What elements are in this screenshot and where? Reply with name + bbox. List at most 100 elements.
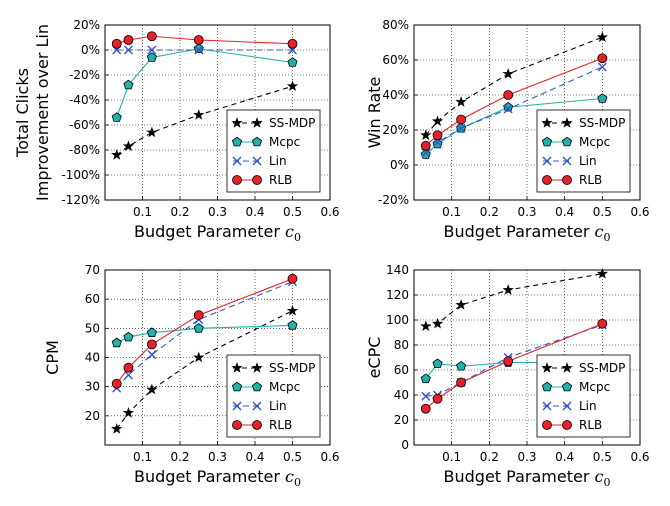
chart-4-xtick-label: 0.1 xyxy=(442,450,461,464)
chart-2-rlb-point xyxy=(503,90,514,100)
chart-1-legend-marker-lin-stroke-b xyxy=(252,156,262,166)
chart-1-series-rlb xyxy=(111,31,298,49)
chart-2-legend-label-ss-mdp: SS-MDP xyxy=(579,116,625,130)
chart-4-legend-label-mcpc: Mcpc xyxy=(579,380,610,394)
chart-1-legend-label-lin: Lin xyxy=(269,154,287,168)
chart-1-legend-label-mcpc: Mcpc xyxy=(269,135,300,149)
chart-1-y-axis-label: Improvement over Lin xyxy=(33,24,52,201)
chart-1-xtick-label: 0.6 xyxy=(320,205,339,219)
chart-1-rlb-point xyxy=(146,31,157,42)
chart-4-lin-line xyxy=(425,324,603,397)
chart-2-xtick-label: 0.5 xyxy=(593,205,612,219)
chart-1-lin-point-stroke-b xyxy=(194,45,204,55)
chart-3-legend-label-lin: Lin xyxy=(269,399,287,413)
chart-3-xtick-label: 0.3 xyxy=(208,450,227,464)
chart-2-series-lin xyxy=(421,62,607,158)
chart-2-legend-marker-rlb xyxy=(542,175,552,185)
chart-1-legend-marker-lin xyxy=(252,156,262,166)
chart-3-ss-mdp-line xyxy=(116,310,293,430)
chart-4-ytick-label: 60 xyxy=(394,363,409,377)
chart-1-series-lin xyxy=(112,45,297,55)
chart-2-ytick-label: 80% xyxy=(382,18,409,32)
chart-1-y-axis-label: Total Clicks xyxy=(13,68,32,158)
chart-4-legend-marker-lin-stroke-b xyxy=(542,401,552,411)
chart-1-legend-box xyxy=(226,109,321,193)
chart-2-legend-label-lin: Lin xyxy=(579,154,597,168)
chart-1-legend-marker-rlb xyxy=(232,175,242,185)
chart-4-ytick-label: 120 xyxy=(386,288,409,302)
chart-2-lin-point-stroke-b xyxy=(597,62,607,72)
chart-2-legend-marker-mcpc xyxy=(561,136,573,147)
chart-3-xtick-label: 0.4 xyxy=(245,450,264,464)
chart-4-ss-mdp-point xyxy=(431,317,444,329)
chart-4-ytick-label: 20 xyxy=(394,413,409,427)
chart-1-legend-label-rlb: RLB xyxy=(269,173,292,187)
chart-3-legend-label-rlb: RLB xyxy=(269,418,292,432)
chart-2-ss-mdp-point xyxy=(455,96,467,107)
chart-2-legend-marker-lin xyxy=(542,156,552,166)
chart-4-rlb-point xyxy=(503,356,514,367)
chart-1-ytick-label: -20% xyxy=(69,68,100,82)
chart-4-lin-point-stroke-b xyxy=(421,391,431,401)
chart-1-ss-mdp-point xyxy=(286,80,299,92)
chart-4-lin-point xyxy=(421,391,431,401)
chart-2-legend-marker-lin-stroke-b xyxy=(542,156,552,166)
chart-2-lin-point-stroke-b xyxy=(503,104,513,114)
chart-3-ss-mdp-point xyxy=(193,351,205,363)
chart-1-xtick-label: 0.2 xyxy=(170,205,189,219)
chart-1-ss-mdp-point xyxy=(122,140,135,152)
chart-4-series-rlb xyxy=(420,318,608,414)
chart-3-lin-line xyxy=(116,281,293,389)
chart-4-legend: SS-MDP Mcpc Lin RLB xyxy=(536,354,631,438)
chart-3-series-ss-mdp xyxy=(111,304,299,434)
chart-4-legend-label-lin: Lin xyxy=(579,399,597,413)
chart-3-frame xyxy=(104,269,331,446)
chart-4-legend-marker-rlb xyxy=(562,420,572,430)
chart-1-ytick-label: 20% xyxy=(73,18,100,32)
chart-3-series-rlb xyxy=(111,273,298,389)
chart-4-series-ss-mdp xyxy=(420,267,608,332)
chart-3-legend-marker-rlb xyxy=(252,420,262,430)
chart-4-mcpc-point xyxy=(432,358,443,369)
chart-3-xtick-label: 0.1 xyxy=(133,450,152,464)
chart-2: 0.1 0.2 0.3 0.4 0.5 0.6 -20% 0% 20% 40% 60% 80% Budg… xyxy=(365,18,650,244)
chart-2-legend-label-mcpc: Mcpc xyxy=(579,135,610,149)
chart-4-xtick-label: 0.3 xyxy=(517,450,536,464)
chart-4-ytick-label: 140 xyxy=(386,263,409,277)
chart-3-x-axis-label-main: Budget Parameter xyxy=(134,467,285,486)
chart-2-rlb-point xyxy=(456,114,466,125)
chart-2-lin-point xyxy=(421,148,431,158)
chart-3-series-mcpc xyxy=(111,320,298,348)
chart-1-mcpc-point xyxy=(111,112,122,122)
chart-1-series-ss-mdp xyxy=(111,80,299,160)
chart-4-xtick-label: 0.2 xyxy=(480,450,499,464)
chart-1-x-axis-label: Budget Parameter c0 xyxy=(134,222,301,244)
chart-1-legend: SS-MDP Mcpc Lin RLB xyxy=(226,109,321,193)
chart-1-frame xyxy=(104,24,331,201)
chart-2-series-rlb xyxy=(420,53,608,151)
chart-1-lin-point-stroke-b xyxy=(123,45,133,55)
chart-2-lin-point-stroke-b xyxy=(433,137,443,147)
chart-1-lin-point-stroke-b xyxy=(147,45,157,55)
chart-4-legend-marker-lin-stroke-b xyxy=(562,401,572,411)
chart-3-y-axis-label: CPM xyxy=(43,340,62,375)
chart-3-mcpc-line xyxy=(116,324,293,344)
chart-1-legend-marker-ss-mdp xyxy=(231,117,243,128)
chart-4-rlb-point xyxy=(420,403,431,414)
chart-3-xtick-label: 0.5 xyxy=(283,450,302,464)
chart-2-ytick-label: 60% xyxy=(382,53,409,67)
chart-1-ss-mdp-point xyxy=(193,109,205,120)
chart-1-mcpc-point xyxy=(123,79,134,90)
chart-3-xtick-label: 0.2 xyxy=(170,450,189,464)
chart-1-x-axis-label-main: Budget Parameter xyxy=(134,222,285,241)
chart-4-y-axis-label: eCPC xyxy=(365,337,384,379)
chart-1-legend-marker-rlb xyxy=(252,175,262,185)
chart-2-legend-box xyxy=(536,109,631,193)
chart-4-x-axis-label-sub: 0 xyxy=(603,476,610,489)
chart-3-legend-marker-lin-stroke-b xyxy=(252,401,262,411)
chart-4-ss-mdp-point xyxy=(596,267,608,279)
chart-4-legend-marker-mcpc xyxy=(541,381,553,392)
chart-1-lin-point xyxy=(147,45,157,55)
chart-3-mcpc-point xyxy=(123,331,134,342)
chart-4-legend-box xyxy=(536,354,631,438)
